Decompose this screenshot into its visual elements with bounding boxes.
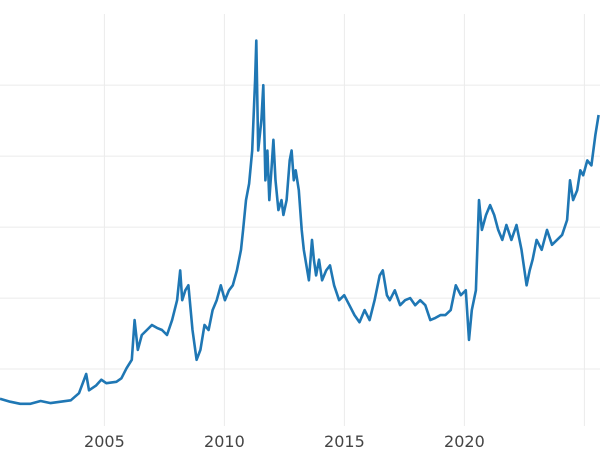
x-tick-label: 2005: [84, 432, 125, 450]
x-tick-label: 2015: [324, 432, 365, 450]
x-tick-label: 2020: [444, 432, 485, 450]
y-gridlines: [0, 84, 600, 370]
x-tick-labels: 2005 2010 2015 2020: [84, 432, 485, 450]
x-gridlines: [103, 14, 585, 426]
series-line: [0, 39, 600, 406]
x-tick-label: 2010: [204, 432, 245, 450]
